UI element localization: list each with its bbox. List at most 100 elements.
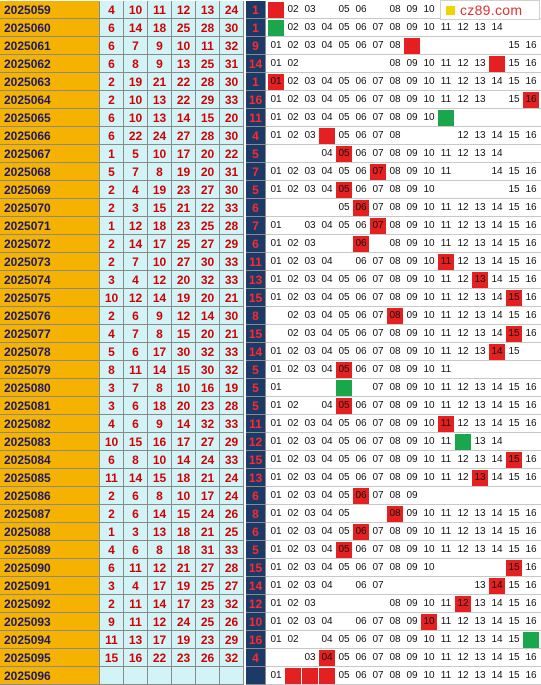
red-ball-cell: 7 [124,253,148,271]
blue-trend-cell: 03 [304,580,316,591]
blue-trend-cell: 03 [304,418,316,429]
blue-ball-cell: 5 [246,145,266,163]
blue-trend-cell [489,182,505,198]
blue-trend-strip: 01 02 03 04 05 06 07 08 09 10 11 12 13 14 15 16 [266,541,541,559]
blue-trend-cell [302,632,318,648]
blue-trend-cell: 09 [406,4,418,15]
blue-trend-cell: 09 [406,112,418,123]
red-ball-cell: 1 [100,145,124,163]
red-ball-cell: 21 [148,73,172,91]
blue-trend-cell: 03 [304,130,316,141]
period-cell: 2025091 [0,577,100,595]
table-row: 2025087 2 6 14 15 24 26 8 01 02 03 04 05 08 09 10 11 12 13… [0,505,541,523]
blue-trend-cell: 14 [491,76,503,87]
blue-trend-cell: 15 [508,94,520,105]
blue-trend-cell [268,650,284,666]
blue-ball-cell: 5 [246,361,266,379]
blue-trend-cell [472,164,488,180]
blue-trend-cell: 11 [440,166,452,177]
blue-trend-cell: 04 [321,418,333,429]
blue-trend-cell: 04 [321,490,333,501]
blue-hit-mark: 06 [353,524,369,540]
blue-trend-cell: 08 [389,76,401,87]
blue-trend-cell: 09 [406,202,418,213]
blue-trend-cell: 15 [508,670,520,681]
blue-trend-cell: 12 [457,328,469,339]
blue-trend-cell [523,488,539,504]
blue-trend-cell: 11 [440,310,452,321]
blue-trend-cell: 07 [372,418,384,429]
blue-hit-mark: 04 [319,128,335,144]
blue-trend-strip: 01 02 03 04 05 06 07 08 09 10 11 12 13 14 15 16 [266,523,541,541]
period-cell: 2025087 [0,505,100,523]
red-ball-cell: 21 [172,559,196,577]
blue-ball-cell: 6 [246,523,266,541]
blue-ball-cell: 12 [246,595,266,613]
blue-trend-cell: 04 [321,400,333,411]
blue-trend-cell: 05 [338,112,350,123]
blue-trend-cell: 05 [338,40,350,51]
red-ball-cell: 11 [124,613,148,631]
blue-trend-cell: 11 [440,292,452,303]
blue-trend-cell: 09 [406,562,418,573]
red-ball-cell: 10 [124,109,148,127]
red-ball-cell: 1 [100,217,124,235]
blue-trend-cell: 06 [355,220,367,231]
blue-trend-cell: 04 [321,220,333,231]
table-row: 2025072 2 14 17 25 27 29 6 01 02 03 06 08 09 10 11 12 13 1… [0,235,541,253]
blue-trend-cell: 11 [440,202,452,213]
blue-trend-cell: 03 [304,526,316,537]
blue-trend-cell: 13 [474,598,486,609]
blue-ball-cell: 14 [246,577,266,595]
blue-trend-cell: 04 [321,292,333,303]
blue-trend-cell: 10 [423,274,435,285]
red-ball-cell: 31 [196,541,220,559]
blue-trend-cell: 16 [525,274,537,285]
blue-trend-cell: 03 [304,22,316,33]
blue-trend-cell: 11 [440,364,452,375]
blue-trend-cell: 01 [270,238,282,249]
blue-trend-cell: 08 [389,112,401,123]
blue-trend-cell: 13 [474,328,486,339]
blue-trend-cell: 06 [355,652,367,663]
blue-trend-cell: 11 [440,328,452,339]
red-ball-cell: 10 [100,433,124,451]
blue-trend-cell: 13 [474,76,486,87]
red-ball-cell: 20 [196,163,220,181]
blue-trend-cell: 06 [355,112,367,123]
blue-hit-mark: 06 [353,200,369,216]
blue-trend-cell: 02 [287,292,299,303]
table-row: 2025093 9 11 12 24 25 26 10 01 02 03 04 06 07 08 09 10 11… [0,613,541,631]
blue-hit-mark: 16 [523,92,539,108]
red-ball-cell: 25 [196,217,220,235]
red-ball-cell: 13 [148,523,172,541]
blue-trend-cell [285,146,301,162]
red-ball-cell: 6 [100,55,124,73]
red-ball-cell: 4 [100,1,124,19]
blue-trend-cell: 14 [491,598,503,609]
blue-trend-cell: 10 [423,310,435,321]
blue-trend-cell: 04 [321,22,333,33]
blue-trend-cell: 11 [440,616,452,627]
blue-trend-cell: 08 [389,616,401,627]
blue-trend-cell: 10 [423,400,435,411]
blue-trend-cell: 16 [525,238,537,249]
blue-ball-cell: 12 [246,433,266,451]
red-ball-cell: 24 [196,505,220,523]
table-row: 2025084 6 8 10 14 24 33 15 01 02 03 04 05 06 07 08 09 10 1… [0,451,541,469]
blue-trend-cell: 12 [457,454,469,465]
blue-trend-cell: 02 [287,346,299,357]
blue-trend-cell: 15 [508,256,520,267]
blue-trend-cell: 16 [525,472,537,483]
blue-trend-cell: 02 [287,436,299,447]
red-ball-cell: 10 [148,451,172,469]
red-ball-cell: 33 [220,415,244,433]
blue-trend-cell: 09 [406,22,418,33]
red-ball-cell: 9 [148,307,172,325]
red-ball-cell: 2 [100,199,124,217]
blue-trend-cell [506,488,522,504]
blue-trend-cell: 05 [338,274,350,285]
red-ball-cell: 6 [100,37,124,55]
red-ball-cell: 20 [220,109,244,127]
table-row: 2025069 2 4 19 23 27 30 5 01 02 03 04 05 06 07 08 09 10 15… [0,181,541,199]
